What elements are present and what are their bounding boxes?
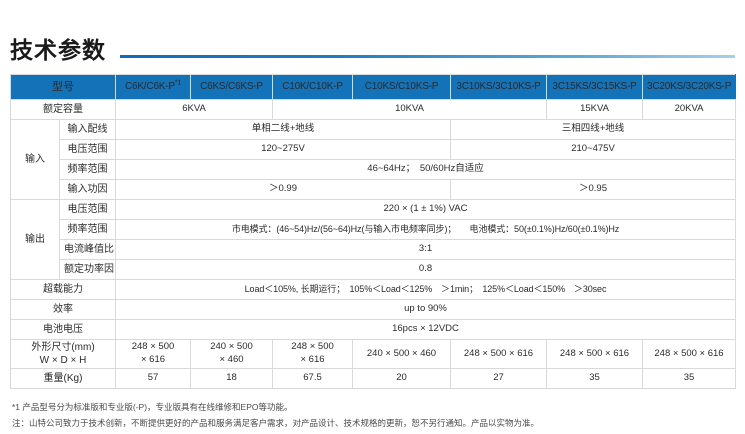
page-title-block: 技术参数 [10,0,735,62]
row-label-input-voltage: 电压范围 [59,139,116,160]
cell-input-voltage-single-phase: 120~275V [115,139,451,160]
cell-weight-4: 27 [450,368,547,389]
cell-crest-factor: 3:1 [115,239,736,260]
cell-capacity-15kva: 15KVA [546,99,643,120]
cell-dimension-2: 248 × 500 × 616 [272,339,353,369]
header-model-0-text: C6K/C6K-P [124,81,175,93]
specifications-table: 型号 C6K/C6K-P*1 C6KS/C6KS-P C10K/C10K-P C… [10,74,736,389]
table-header-row: 型号 C6K/C6K-P*1 C6KS/C6KS-P C10K/C10K-P C… [10,74,736,100]
cell-weight-3: 20 [352,368,451,389]
cell-weight-2: 67.5 [272,368,353,389]
table-row-input-power-factor: 输入功因 ＞0.99 ＞0.95 [11,179,736,200]
table-row-output-voltage: 输出 电压范围 220 × (1 ± 1%) VAC [10,199,736,280]
row-label-dimensions-line2: W × D × H [39,355,87,366]
row-label-power-factor: 额定功率因 [59,259,116,280]
row-label-input-frequency: 频率范围 [59,159,116,180]
row-label-capacity: 额定容量 [10,99,116,120]
cell-input-frequency: 46~64Hz； 50/60Hz自适应 [115,159,736,180]
row-label-efficiency: 效率 [10,299,116,320]
cell-input-pf-three-phase: ＞0.95 [450,179,736,200]
cell-dimension-4: 248 × 500 × 616 [450,339,547,369]
header-model-1: C6KS/C6KS-P [190,74,273,100]
cell-input-voltage-three-phase: 210~475V [450,139,736,160]
header-model-5: 3C15KS/3C15KS-P [546,74,643,100]
cell-dimension-6: 248 × 500 × 616 [642,339,736,369]
cell-dimension-5: 248 × 500 × 616 [546,339,643,369]
row-label-input-wiring: 输入配线 [59,119,116,140]
row-label-overload: 超载能力 [10,279,116,300]
cell-weight-5: 35 [546,368,643,389]
footnotes: *1 产品型号分为标准版和专业版(-P)，专业版具有在线维修和EPO等功能。 注… [10,399,735,431]
header-model-6: 3C20KS/3C20KS-P [642,74,736,100]
footnote-product-versions: *1 产品型号分为标准版和专业版(-P)，专业版具有在线维修和EPO等功能。 [12,402,293,412]
row-label-output-voltage: 电压范围 [59,199,116,220]
table-row-overload: 超载能力 Load＜105%, 长期运行； 105%＜Load＜125% ＞1m… [10,279,736,300]
table-row-dimensions: 外形尺寸(mm) W × D × H 248 × 500 × 616 240 ×… [10,339,736,369]
row-label-battery-voltage: 电池电压 [10,319,116,340]
cell-dimension-1-line1: 240 × 500 [210,341,253,353]
cell-power-factor: 0.8 [115,259,736,280]
header-model-label: 型号 [10,74,116,100]
cell-weight-6: 35 [642,368,736,389]
row-label-output-frequency: 频率范围 [59,219,116,240]
footnote-disclaimer: 注：山特公司致力于技术创新，不断提供更好的产品和服务满足客户需求，对产品设计、技… [12,418,540,429]
cell-capacity-20kva: 20KVA [642,99,736,120]
cell-weight-0: 57 [115,368,191,389]
cell-output-voltage: 220 × (1 ± 1%) VAC [115,199,736,220]
table-row-capacity: 额定容量 6KVA 10KVA 15KVA 20KVA [10,99,736,120]
table-row-battery-voltage: 电池电压 16pcs × 12VDC [10,319,736,340]
cell-dimension-0-line1: 248 × 500 [131,341,175,353]
row-label-crest-factor: 电流峰值比 [59,239,116,260]
title-rule-decoration [120,55,735,58]
cell-dimension-2-line2: × 616 [300,354,325,365]
table-row-input-wiring: 输入 输入配线 单相二线+地线 三相四线+地线 [10,119,736,200]
row-group-label-output: 输出 [10,199,60,280]
table-row-weight: 重量(Kg) 57 18 67.5 20 27 35 35 [10,368,736,389]
cell-dimension-0: 248 × 500 × 616 [115,339,191,369]
header-model-2: C10K/C10K-P [272,74,353,100]
page-title: 技术参数 [10,37,106,63]
cell-dimension-0-line2: × 616 [140,354,166,365]
row-label-input-power-factor: 输入功因 [59,179,116,200]
row-label-dimensions-line1: 外形尺寸(mm) [31,341,95,353]
cell-input-wiring-single-phase: 单相二线+地线 [115,119,451,140]
table-row-power-factor: 额定功率因 0.8 [11,259,736,280]
table-row-input-frequency: 频率范围 46~64Hz； 50/60Hz自适应 [11,159,736,180]
cell-input-pf-single-phase: ＞0.99 [115,179,451,200]
row-label-dimensions: 外形尺寸(mm) W × D × H [10,339,116,369]
table-row-output-frequency: 频率范围 市电模式：(46~54)Hz/(56~64)Hz(与输入市电频率同步)… [11,219,736,240]
table-row-crest-factor: 电流峰值比 3:1 [11,239,736,260]
cell-dimension-1: 240 × 500 × 460 [190,339,273,369]
cell-input-wiring-three-phase: 三相四线+地线 [450,119,736,140]
cell-weight-1: 18 [190,368,273,389]
header-model-4: 3C10KS/3C10KS-P [450,74,547,100]
table-row-efficiency: 效率 up to 90% [10,299,736,320]
cell-efficiency: up to 90% [115,299,736,320]
cell-output-frequency: 市电模式：(46~54)Hz/(56~64)Hz(与输入市电频率同步)； 电池模… [115,219,736,240]
header-model-0-superscript: *1 [174,79,182,87]
cell-capacity-6kva: 6KVA [115,99,273,120]
row-label-weight: 重量(Kg) [10,368,116,389]
row-group-label-input: 输入 [10,119,60,200]
cell-dimension-2-line1: 248 × 500 [291,341,334,353]
header-model-3: C10KS/C10KS-P [352,74,451,100]
table-row-input-voltage: 电压范围 120~275V 210~475V [11,139,736,160]
cell-capacity-10kva: 10KVA [272,99,547,120]
cell-overload: Load＜105%, 长期运行； 105%＜Load＜125% ＞1min； 1… [115,279,736,300]
cell-battery-voltage: 16pcs × 12VDC [115,319,736,340]
cell-dimension-1-line2: × 460 [219,354,244,365]
header-model-0: C6K/C6K-P*1 [115,74,191,100]
cell-dimension-3: 240 × 500 × 460 [352,339,451,369]
